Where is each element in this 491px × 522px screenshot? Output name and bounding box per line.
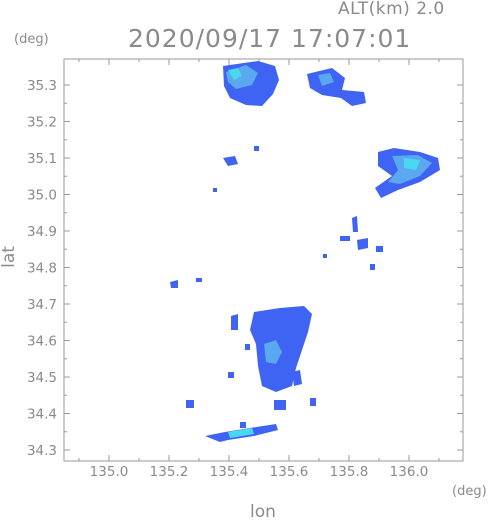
timestamp-title: 2020/09/17 17:07:01 xyxy=(128,24,412,53)
lon-tick-label: 135.0 xyxy=(90,464,129,480)
echo-cell-i xyxy=(323,254,327,258)
lat-tick-label: 34.9 xyxy=(27,224,57,240)
echo-line-central xyxy=(250,306,312,392)
lon-axis-label: lon xyxy=(250,502,276,522)
echo-cell-h xyxy=(370,264,375,270)
echo-cell-c xyxy=(213,188,217,192)
echo-cluster-northeast xyxy=(307,68,366,106)
lon-tick-label: 135.6 xyxy=(270,464,309,480)
echo-cell-f xyxy=(357,238,368,250)
echo-cell-o xyxy=(292,370,302,386)
lon-tick-label: 135.8 xyxy=(330,464,369,480)
map-border xyxy=(63,58,464,462)
lon-tick-label: 135.2 xyxy=(150,464,189,480)
lat-tick-label: 34.3 xyxy=(27,443,57,459)
lat-tick-label: 35.1 xyxy=(27,151,57,167)
echo-cell-d xyxy=(352,216,358,232)
lat-ticks: 35.3 35.2 35.1 35.0 34.9 34.8 34.7 34.6 34.5 34.4… xyxy=(27,78,463,459)
echo-cell-p xyxy=(274,400,286,410)
lon-tick-label: 136.0 xyxy=(390,464,429,480)
echo-cell-k xyxy=(196,278,202,282)
echo-cell-n xyxy=(228,372,234,378)
radar-echoes xyxy=(170,61,440,442)
lon-unit-label: (deg) xyxy=(452,484,487,499)
lat-tick-label: 34.6 xyxy=(27,334,57,350)
echo-band-south-core xyxy=(228,428,254,438)
echo-cell-r xyxy=(186,400,194,408)
lat-tick-label: 35.2 xyxy=(27,115,57,131)
echo-core-north-cyan xyxy=(228,68,242,80)
lon-ticks: 135.0 135.2 135.4 135.6 135.8 136.0 xyxy=(78,59,440,480)
lat-tick-label: 34.8 xyxy=(27,261,57,277)
echo-cell-s xyxy=(240,422,246,428)
echo-cell-b xyxy=(254,146,259,151)
echo-core-east-cyan xyxy=(404,158,420,170)
echo-cell-a xyxy=(223,156,238,166)
echo-core-east xyxy=(388,155,432,184)
lat-unit-label: (deg) xyxy=(14,32,49,47)
echo-line-central-core xyxy=(264,340,282,364)
echo-cell-e xyxy=(340,236,350,241)
lat-tick-label: 35.0 xyxy=(27,188,57,204)
echo-cell-j xyxy=(170,280,178,288)
echo-cell-m xyxy=(245,344,250,350)
lat-tick-label: 34.7 xyxy=(27,297,57,313)
echo-cell-q xyxy=(310,398,316,406)
echo-cell-l xyxy=(231,314,238,330)
map-frame xyxy=(63,58,464,462)
lon-tick-label: 135.4 xyxy=(210,464,249,480)
altitude-label: ALT(km) 2.0 xyxy=(338,0,445,19)
echo-core-northeast xyxy=(318,73,334,86)
lat-tick-label: 34.5 xyxy=(27,370,57,386)
lat-tick-label: 34.4 xyxy=(27,407,57,423)
echo-cell-g xyxy=(376,246,383,252)
lat-tick-label: 35.3 xyxy=(27,78,57,94)
